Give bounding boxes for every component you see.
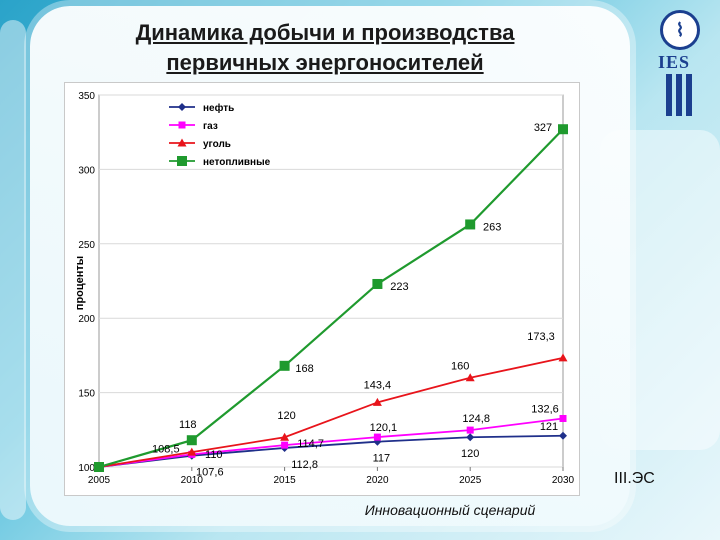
logo-bars-icon	[666, 74, 696, 116]
line-chart: 100 150 200 250 300 350 2005 2010 2015 2020 2025 20…	[74, 91, 575, 486]
data-label: 124,8	[462, 413, 490, 425]
data-point-уголь	[558, 353, 568, 362]
x-tick-label: 2030	[552, 475, 575, 486]
y-tick-label: 250	[78, 240, 95, 251]
data-point-уголь	[187, 447, 197, 456]
data-point-газ	[466, 426, 474, 434]
legend-marker	[177, 156, 187, 166]
y-tick-label: 100	[78, 463, 95, 474]
y-tick-label: 150	[78, 389, 95, 400]
chart-frame: 100 150 200 250 300 350 2005 2010 2015 2020 2025 20…	[64, 82, 580, 496]
data-label: 120	[461, 448, 479, 460]
data-point-нетопливные	[558, 124, 568, 135]
scenario-label: III.ЭС	[614, 470, 655, 487]
legend-marker	[177, 138, 187, 147]
plot-area	[98, 94, 564, 468]
x-tick-label: 2020	[366, 475, 389, 486]
data-point-нефть	[559, 431, 567, 440]
data-point-нетопливные	[94, 462, 104, 472]
series-line-нетопливные	[98, 128, 564, 469]
data-label: 117	[373, 453, 391, 465]
x-tick-label: 2010	[181, 475, 204, 486]
legend-label: нефть	[203, 102, 234, 114]
left-decoration	[0, 20, 26, 520]
legend-label: газ	[203, 121, 218, 132]
series-line-уголь	[98, 357, 564, 468]
y-tick-label: 300	[78, 165, 95, 176]
data-label: 110	[205, 449, 223, 461]
data-point-нефть	[466, 433, 475, 442]
y-tick-label: 350	[78, 91, 95, 102]
x-tick-label: 2005	[88, 475, 111, 486]
data-point-уголь	[372, 397, 382, 406]
data-label: 120	[277, 410, 295, 422]
data-point-нетопливные	[186, 435, 197, 446]
y-axis-label: проценты	[74, 256, 86, 310]
legend-label: уголь	[203, 139, 231, 150]
data-point-уголь	[280, 432, 290, 441]
title-line-1: Динамика добычи и производства	[135, 20, 515, 45]
data-point-газ	[559, 414, 567, 422]
slide-title: Динамика добычи и производства первичных…	[60, 18, 590, 78]
data-label: 173,3	[527, 331, 555, 343]
data-label: 160	[451, 361, 469, 373]
data-point-газ	[281, 441, 289, 449]
data-point-нетопливные	[465, 219, 476, 230]
x-tick-label: 2025	[459, 475, 482, 486]
series-line-газ	[98, 417, 564, 468]
x-tick-label: 2015	[273, 475, 296, 486]
data-label: 132,6	[531, 403, 559, 415]
logo-text: IES	[658, 52, 691, 72]
legend-label: нетопливные	[203, 157, 271, 168]
chart-caption: Инновационный сценарий	[364, 502, 536, 518]
data-label: 327	[534, 122, 552, 134]
title-line-2: первичных энергоносителей	[166, 50, 484, 75]
data-label: 108,5	[152, 443, 180, 455]
data-label: 168	[295, 363, 313, 375]
data-point-нетопливные	[372, 278, 383, 289]
data-label: 118	[179, 419, 197, 431]
logo-emblem-icon: ⌇	[660, 10, 700, 50]
ies-logo: ⌇ IES	[658, 10, 708, 116]
data-label: 112,8	[291, 459, 318, 471]
series-line-нефть	[98, 434, 564, 468]
data-label: 107,6	[196, 467, 224, 479]
legend-marker	[178, 103, 186, 111]
data-label: 143,4	[364, 379, 392, 391]
data-point-газ	[373, 433, 381, 441]
data-point-уголь	[465, 373, 475, 382]
data-label: 114,7	[297, 438, 324, 450]
data-label: 223	[390, 281, 408, 293]
data-label: 120,1	[370, 422, 398, 434]
data-label: 121	[540, 421, 558, 433]
y-tick-label: 200	[78, 314, 95, 325]
data-point-нетопливные	[279, 360, 290, 371]
data-label: 263	[483, 221, 501, 233]
legend-marker	[178, 121, 186, 129]
